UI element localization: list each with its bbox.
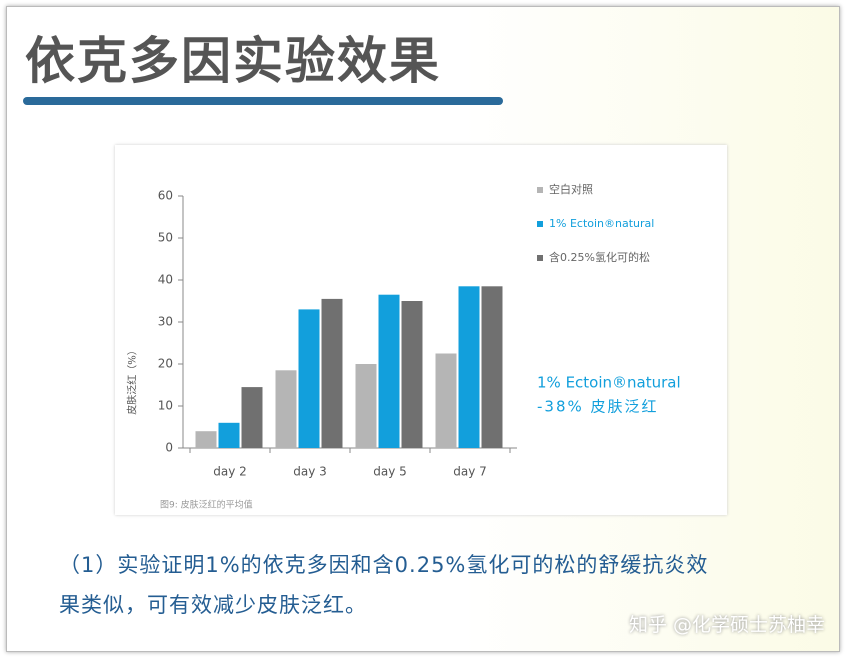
legend-label: 1% Ectoin®natural — [549, 217, 654, 230]
bar — [218, 422, 240, 448]
bar — [241, 387, 263, 448]
legend-swatch — [537, 221, 543, 227]
bar — [298, 309, 320, 448]
y-tick-label: 40 — [158, 273, 173, 287]
legend-swatch — [537, 187, 543, 193]
x-tick-label: day 5 — [373, 465, 407, 479]
bar — [321, 298, 343, 448]
y-tick-label: 30 — [158, 315, 173, 329]
y-tick-label: 50 — [158, 231, 173, 245]
slide-title: 依克多因实验效果 — [25, 32, 441, 90]
watermark: 知乎 @化学硕士苏柚幸 — [628, 614, 825, 636]
bar — [355, 364, 377, 448]
annotation: -38% 皮肤泛红 — [537, 398, 659, 416]
legend-swatch — [537, 255, 543, 261]
bar — [378, 294, 400, 448]
caption: （1）实验证明1%的依克多因和含0.25%氢化可的松的舒缓抗炎效 — [59, 553, 709, 577]
bar — [481, 286, 503, 448]
bar — [458, 286, 480, 448]
bar — [435, 353, 457, 448]
y-tick-label: 20 — [158, 357, 173, 371]
x-tick-label: day 3 — [293, 465, 327, 479]
caption: 果类似，可有效减少皮肤泛红。 — [59, 593, 367, 617]
figure-caption: 图9: 皮肤泛红的平均值 — [160, 499, 253, 511]
x-tick-label: day 7 — [453, 465, 487, 479]
y-tick-label: 0 — [165, 441, 173, 455]
y-axis-label: 皮肤泛红（%） — [126, 345, 139, 415]
annotation: 1% Ectoin®natural — [537, 374, 681, 392]
bar — [195, 431, 217, 448]
title-rule — [23, 97, 503, 105]
bar — [401, 301, 423, 448]
chart: 皮肤泛红（%） 图9: 皮肤泛红的平均值 1% Ectoin®natural -… — [115, 145, 727, 515]
y-tick-label: 10 — [158, 399, 173, 413]
y-tick-label: 60 — [158, 189, 173, 203]
x-tick-label: day 2 — [213, 465, 247, 479]
bar — [275, 370, 297, 448]
legend-label: 含0.25%氢化可的松 — [549, 250, 650, 264]
legend-label: 空白对照 — [549, 182, 593, 196]
